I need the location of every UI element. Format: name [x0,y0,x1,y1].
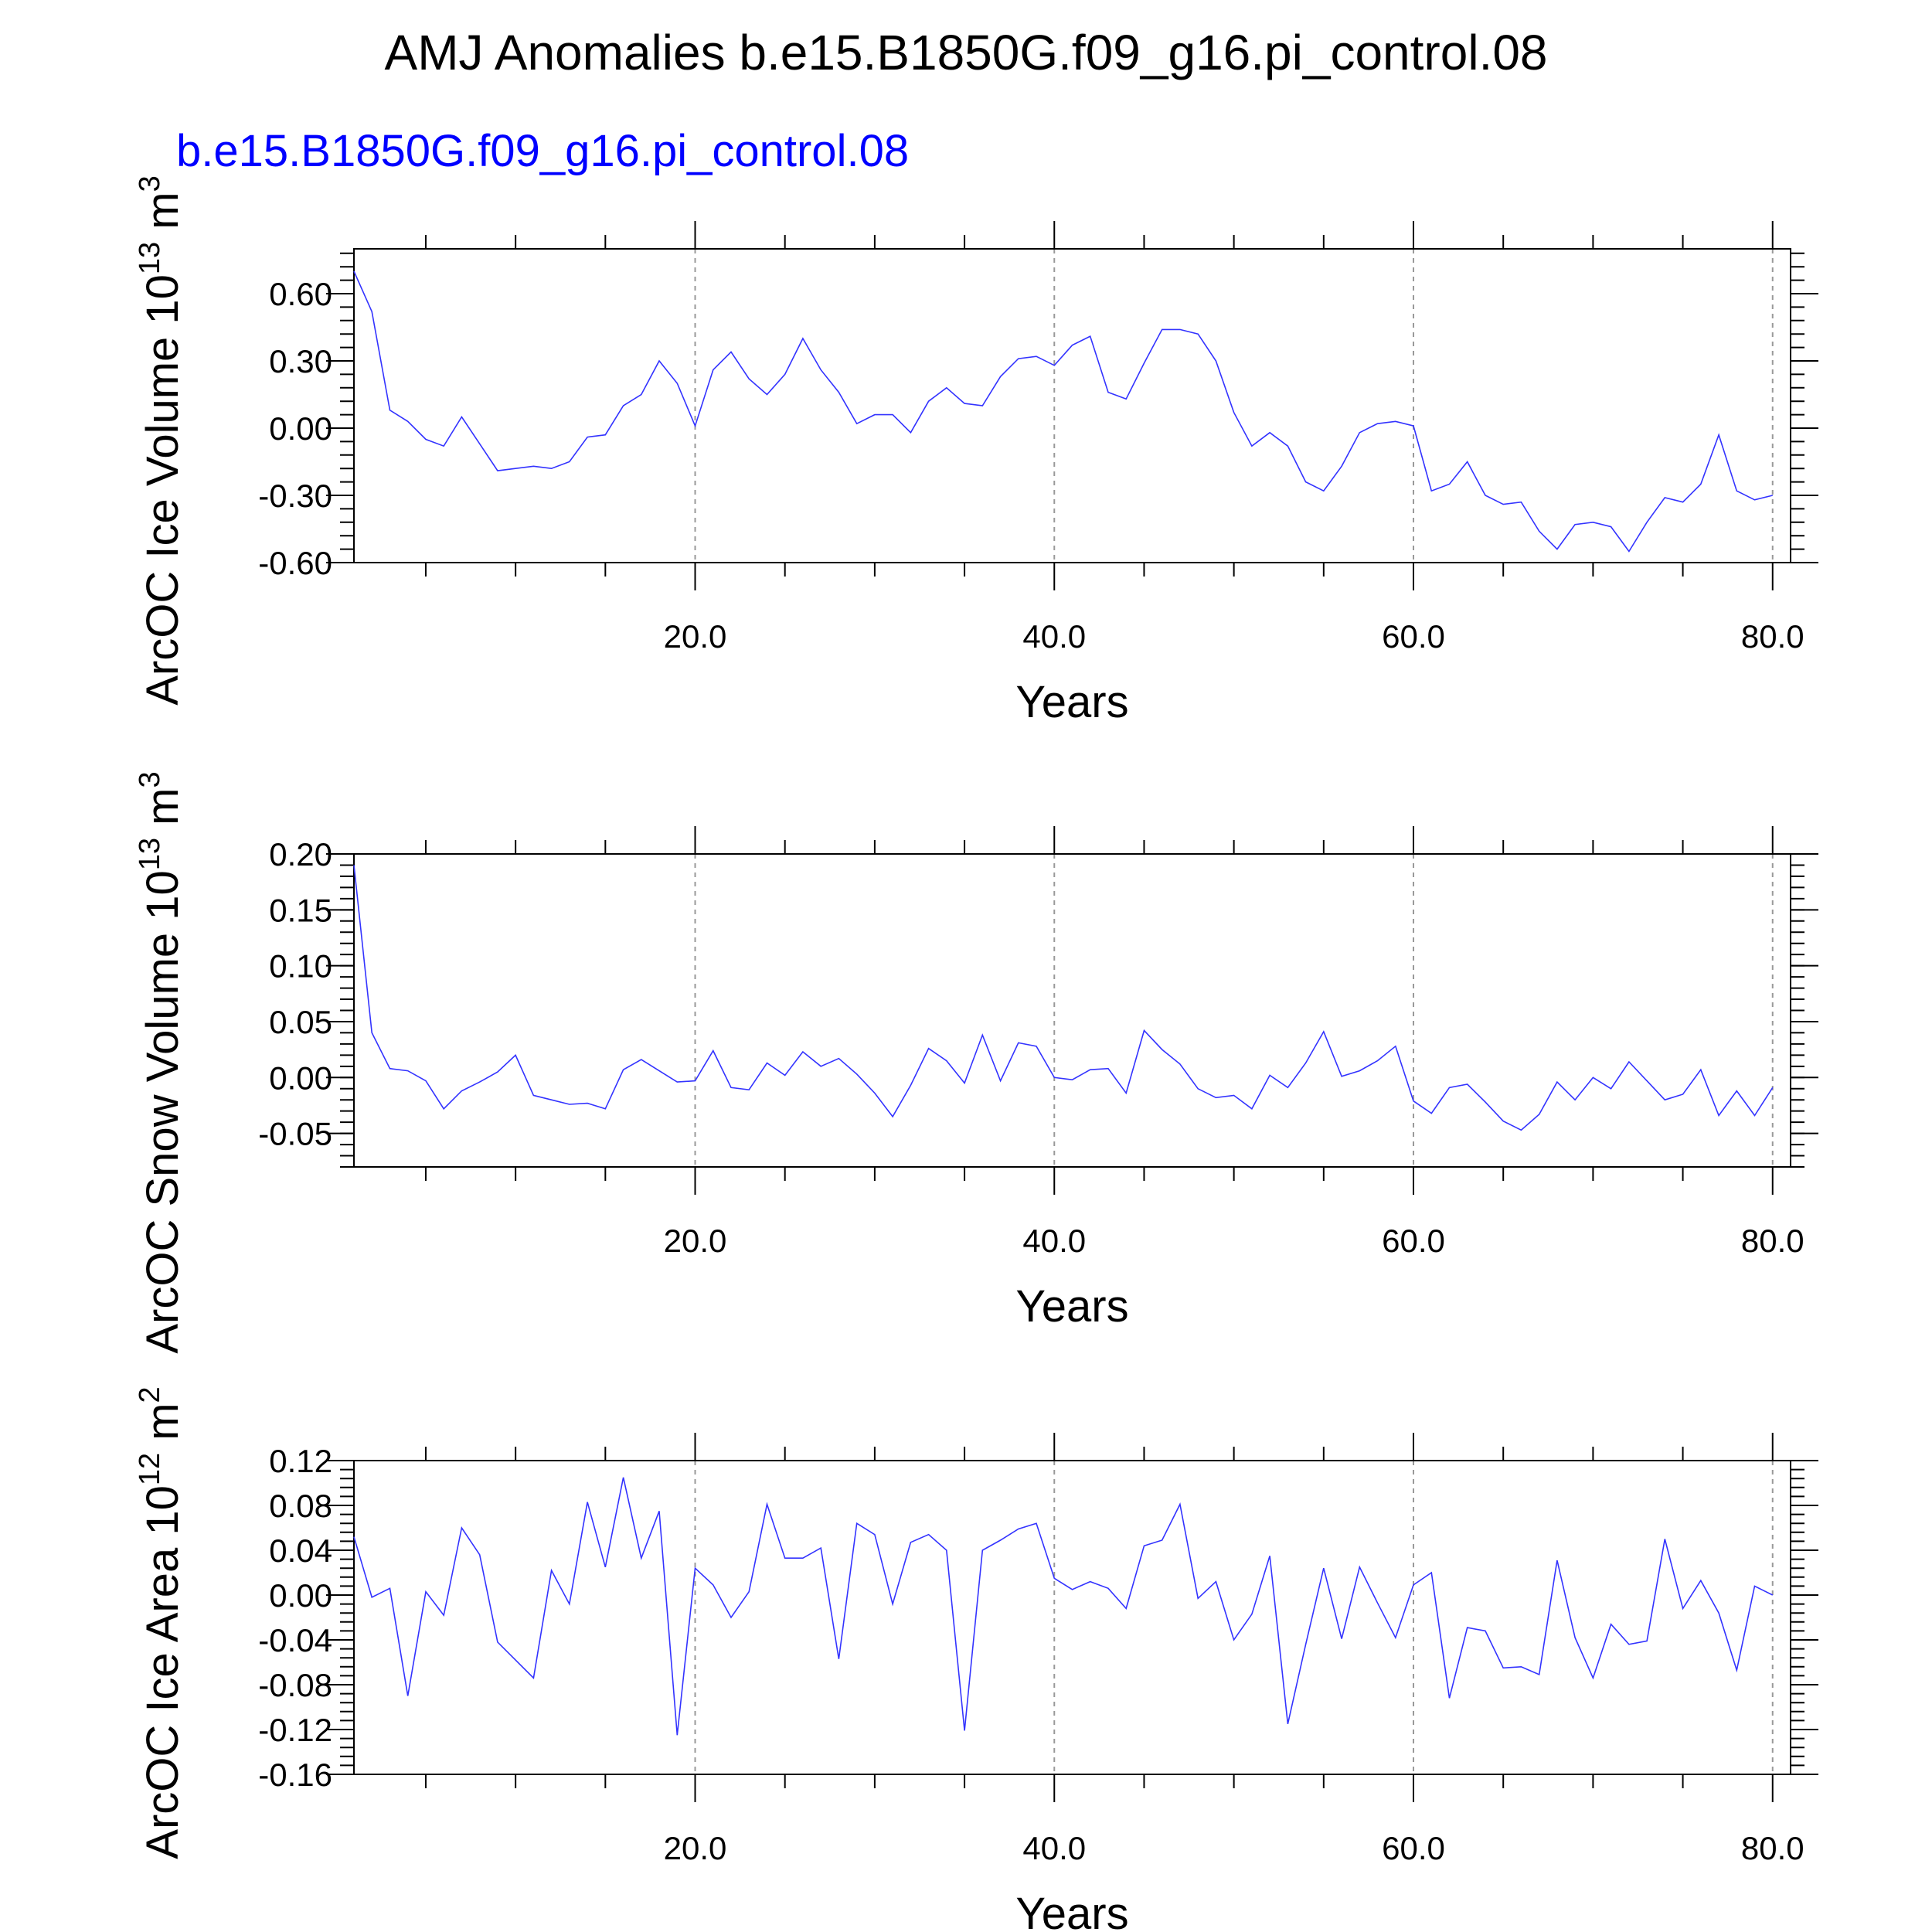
y-tick-label: 0.00 [269,1577,332,1614]
y-tick-label: 0.08 [269,1488,332,1524]
y-tick-label: -0.60 [258,545,332,581]
y-tick-label: 0.00 [269,1060,332,1096]
y-axis-label-text: ArcOC Ice Area 10 [138,1485,188,1859]
y-axis-label-text: ArcOC Ice Volume 10 [138,274,188,706]
x-tick-label: 60.0 [1382,1223,1445,1259]
chart-panels: 20.0 40.0 60.0 80.0 -0.60 -0.30 0.00 0.30 0.60 Ye… [134,175,1818,1932]
y-axis-label-exponent: 13 [134,242,166,274]
panel-3: 20.0 40.0 60.0 80.0 -0.16 -0.12 -0.08 -0.04 0.00… [134,1386,1818,1932]
panel-2: 20.0 40.0 60.0 80.0 -0.05 0.00 0.05 0.10 0.15 0.2… [134,771,1818,1354]
x-tick-label: 40.0 [1022,1830,1086,1866]
plot-frame [353,853,1791,1168]
y-tick-label: 0.05 [269,1004,332,1040]
y-tick-label: -0.04 [258,1622,332,1658]
x-tick-label: 80.0 [1741,1830,1804,1866]
x-axis-label: Years [1015,677,1128,727]
y-tick-label: -0.05 [258,1116,332,1152]
y-axis-label-unit: m [138,1403,188,1452]
plot-frame [353,248,1791,563]
y-axis-label-exponent: 13 [134,838,166,870]
x-tick-label: 80.0 [1741,618,1804,655]
y-axis-label-unit-exponent: 2 [134,1386,166,1403]
x-tick-label: 20.0 [664,1223,727,1259]
x-tick-label: 60.0 [1382,618,1445,655]
y-axis-label-unit-exponent: 3 [134,771,166,787]
y-tick-label: 0.30 [269,343,332,379]
y-axis-label: ArcOC Snow Volume 1013 m3 [134,771,188,1353]
x-axis-label: Years [1015,1281,1128,1332]
y-axis-label-text: ArcOC Snow Volume 10 [138,870,188,1353]
y-tick-label: -0.16 [258,1757,332,1793]
x-tick-label: 20.0 [664,1830,727,1866]
y-tick-label: -0.08 [258,1667,332,1703]
x-tick-label: 60.0 [1382,1830,1445,1866]
plot-frame [353,1460,1791,1775]
y-tick-label: -0.30 [258,478,332,514]
x-tick-label: 20.0 [664,618,727,655]
y-axis-label-unit: m [138,192,188,241]
x-axis-label: Years [1015,1889,1128,1932]
y-axis-label-unit: m [138,788,188,838]
y-tick-label: 0.00 [269,410,332,447]
y-tick-label: 0.15 [269,892,332,928]
y-axis-label: ArcOC Ice Area 1012 m2 [134,1386,188,1859]
series-line [353,270,1773,553]
x-tick-label: 40.0 [1022,1223,1086,1259]
series-line [353,1477,1774,1736]
x-tick-label: 80.0 [1741,1223,1804,1259]
y-tick-label: 0.60 [269,276,332,312]
figure-subtitle: b.e15.B1850G.f09_g16.pi_control.08 [176,126,909,176]
y-axis-label: ArcOC Ice Volume 1013 m3 [134,175,188,706]
y-axis-label-unit-exponent: 3 [134,175,166,192]
x-tick-label: 40.0 [1022,618,1086,655]
series-line [353,865,1774,1131]
panel-1: 20.0 40.0 60.0 80.0 -0.60 -0.30 0.00 0.30 0.60 Ye… [134,175,1818,727]
figure-title: AMJ Anomalies b.e15.B1850G.f09_g16.pi_co… [385,25,1548,80]
y-tick-label: -0.12 [258,1712,332,1748]
y-tick-label: 0.10 [269,948,332,985]
y-tick-label: 0.04 [269,1532,332,1569]
y-tick-label: 0.20 [269,836,332,872]
y-axis-label-exponent: 12 [134,1453,166,1485]
y-tick-label: 0.12 [269,1443,332,1479]
